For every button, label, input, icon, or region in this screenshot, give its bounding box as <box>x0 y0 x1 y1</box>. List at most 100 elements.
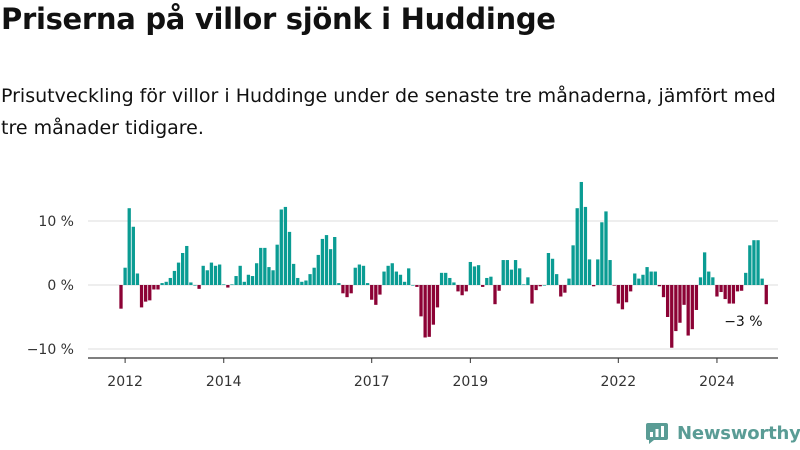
bar <box>497 285 501 291</box>
bar <box>526 277 530 285</box>
bar <box>513 260 518 285</box>
bar <box>731 285 736 304</box>
bar <box>226 285 230 288</box>
bar <box>148 285 152 301</box>
bar <box>254 263 259 285</box>
bar <box>402 281 407 285</box>
bar <box>661 285 666 298</box>
bar <box>760 278 764 285</box>
bar <box>637 278 641 285</box>
bar <box>357 264 362 285</box>
bar <box>250 276 255 285</box>
bar <box>312 267 316 285</box>
bar <box>374 285 378 305</box>
bar <box>324 235 329 285</box>
bar <box>764 285 768 305</box>
bar <box>481 285 485 287</box>
bar <box>176 262 181 285</box>
bar <box>608 260 612 285</box>
bar <box>407 268 411 285</box>
brand-name: Newsworthy <box>677 422 800 444</box>
bar <box>735 285 740 292</box>
bar <box>197 285 201 289</box>
bar <box>748 245 752 285</box>
bar <box>181 253 185 285</box>
bar <box>390 263 394 285</box>
bar <box>715 285 719 297</box>
bar <box>275 244 279 285</box>
bar <box>139 285 144 308</box>
x-tick-label: 2019 <box>453 374 489 390</box>
bar <box>164 281 168 285</box>
bar <box>283 206 288 285</box>
bar <box>530 285 534 304</box>
bar <box>493 285 497 305</box>
bar <box>641 274 645 285</box>
chart-title: Priserna på villor sjönk i Huddinge <box>1 2 556 36</box>
bar <box>649 271 653 285</box>
bar <box>723 285 727 300</box>
bar <box>460 285 464 296</box>
bar <box>193 285 197 286</box>
bar <box>394 271 399 285</box>
bar <box>361 265 366 285</box>
bar <box>542 285 546 286</box>
bar <box>328 249 333 285</box>
bar <box>711 277 715 285</box>
bar <box>185 245 189 285</box>
bar <box>353 267 357 285</box>
bar <box>123 267 127 285</box>
bar <box>468 261 472 285</box>
bar <box>156 285 160 290</box>
bar <box>592 285 596 287</box>
bar <box>620 285 625 310</box>
bar <box>201 265 205 285</box>
bar <box>485 277 489 285</box>
bar <box>563 285 567 293</box>
bar <box>172 270 177 285</box>
bar <box>571 245 575 285</box>
bar <box>682 285 686 305</box>
bar <box>472 266 477 285</box>
brand-logo: Newsworthy <box>645 420 800 446</box>
bar <box>246 274 251 285</box>
bar <box>222 284 226 285</box>
bar <box>296 277 300 285</box>
bar <box>333 237 337 285</box>
bar <box>633 273 637 285</box>
bar <box>752 240 756 285</box>
bar <box>349 285 353 294</box>
bar <box>423 285 427 338</box>
bar <box>657 285 662 287</box>
bar <box>291 263 296 285</box>
bar <box>739 285 744 291</box>
bar <box>144 285 148 302</box>
bar <box>415 285 419 287</box>
bar <box>370 285 374 300</box>
bar <box>538 285 542 287</box>
bar <box>612 285 616 286</box>
bar <box>213 265 218 285</box>
bar <box>217 264 222 285</box>
x-tick-label: 2014 <box>206 374 242 390</box>
bar <box>555 274 559 285</box>
bar <box>575 208 579 285</box>
bar <box>316 254 320 285</box>
bar <box>628 285 633 292</box>
bar <box>686 285 690 336</box>
bar <box>534 285 538 291</box>
bar <box>579 181 583 285</box>
bar <box>365 283 370 285</box>
bar <box>546 253 551 285</box>
bar <box>744 272 748 285</box>
bar <box>308 274 312 285</box>
bar <box>550 258 555 285</box>
bar <box>209 262 214 285</box>
bar <box>505 260 509 285</box>
last-value-label: −3 % <box>724 314 762 330</box>
bar <box>559 285 563 297</box>
bar <box>431 285 436 325</box>
bar <box>698 277 703 285</box>
bar <box>378 285 382 295</box>
bar <box>386 265 390 285</box>
